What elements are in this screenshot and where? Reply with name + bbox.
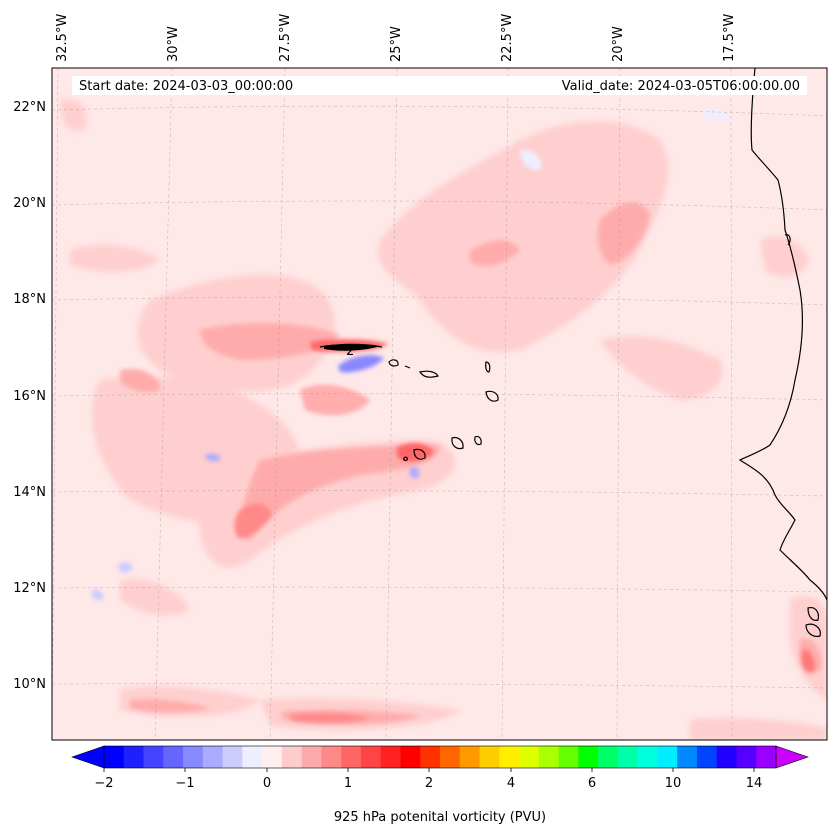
contour-label: 2 <box>346 344 354 359</box>
colorbar-segment <box>202 746 223 768</box>
colorbar-segment <box>440 746 461 768</box>
colorbar-tick-label: 4 <box>507 776 515 791</box>
colorbar-tick-label: 1 <box>344 776 352 791</box>
colorbar-segment <box>380 746 401 768</box>
colorbar-segment <box>499 746 520 768</box>
start-date-label: Start date: 2024-03-03_00:00:00 <box>79 79 293 94</box>
pv-contour-fill: 2 <box>52 68 827 740</box>
colorbar-tick-label: −1 <box>175 776 194 791</box>
colorbar-segment <box>657 746 678 768</box>
colorbar-segment <box>281 746 303 768</box>
colorbar-segment <box>696 746 718 768</box>
colorbar-tick-label: 0 <box>263 776 271 791</box>
colorbar-over-arrow <box>775 745 809 769</box>
colorbar-segments <box>104 746 777 768</box>
colorbar-segment <box>538 746 559 768</box>
colorbar-segment <box>677 746 698 768</box>
lon-label-30w: 30°W <box>166 26 181 62</box>
colorbar-segment <box>459 746 480 768</box>
map-panel: 2 Start date: 2024-03-03_00:00:00 Valid_… <box>13 14 828 741</box>
colorbar-segment <box>756 746 777 768</box>
colorbar-segment <box>558 746 579 768</box>
colorbar-segment <box>262 746 283 768</box>
colorbar-segment <box>321 746 342 768</box>
colorbar-segment <box>104 746 125 768</box>
colorbar-segment <box>400 746 421 768</box>
colorbar-tick-label: 6 <box>588 776 596 791</box>
colorbar-tick-label: 14 <box>746 776 763 791</box>
colorbar-segment <box>143 746 164 768</box>
colorbar-frame <box>103 745 777 769</box>
colorbar-tick-label: −2 <box>94 776 113 791</box>
longitude-labels: 32.5°W 30°W 27.5°W 25°W 22.5°W 20°W 17.5… <box>55 14 737 62</box>
lat-label-12n: 12°N <box>13 581 46 596</box>
colorbar-segment <box>123 746 144 768</box>
colorbar-ticks: −2 −1 0 1 2 4 6 10 14 <box>94 768 762 791</box>
lon-label-27-5w: 27.5°W <box>278 14 293 62</box>
valid-date-label: Valid_date: 2024-03-05T06:00:00.00 <box>562 79 800 94</box>
colorbar-tick-label: 10 <box>665 776 682 791</box>
colorbar-segment <box>479 746 500 768</box>
colorbar-segment <box>183 746 204 768</box>
colorbar-segment <box>637 746 658 768</box>
lon-label-22-5w: 22.5°W <box>500 14 515 62</box>
colorbar-segment <box>163 746 184 768</box>
colorbar-segment <box>341 746 362 768</box>
colorbar-label: 925 hPa potenital vorticity (PVU) <box>334 810 546 825</box>
colorbar-tick-label: 2 <box>425 776 433 791</box>
colorbar-segment <box>360 746 382 768</box>
lat-label-22n: 22°N <box>13 100 46 115</box>
colorbar-segment <box>420 746 441 768</box>
latitude-labels: 22°N 20°N 18°N 16°N 14°N 12°N 10°N <box>13 100 46 692</box>
lon-label-20w: 20°W <box>611 26 626 62</box>
lat-label-14n: 14°N <box>13 485 46 500</box>
colorbar-segment <box>578 746 599 768</box>
colorbar-segment <box>716 746 737 768</box>
colorbar-segment <box>242 746 263 768</box>
colorbar-segment <box>519 746 540 768</box>
colorbar-segment <box>736 746 757 768</box>
colorbar: −2 −1 0 1 2 4 6 10 14 925 hPa potenital vorticit… <box>71 745 809 825</box>
colorbar-segment <box>598 746 619 768</box>
lat-label-18n: 18°N <box>13 292 46 307</box>
map-frame <box>51 67 828 741</box>
colorbar-under-arrow <box>71 745 105 769</box>
lon-label-25w: 25°W <box>389 26 404 62</box>
lat-label-16n: 16°N <box>13 389 46 404</box>
coastline <box>319 68 827 637</box>
colorbar-segment <box>222 746 243 768</box>
lat-label-10n: 10°N <box>13 677 46 692</box>
colorbar-segment <box>617 746 639 768</box>
colorbar-segment <box>301 746 322 768</box>
lon-label-17-5w: 17.5°W <box>722 14 737 62</box>
lat-label-20n: 20°N <box>13 196 46 211</box>
info-box <box>72 76 807 95</box>
lon-label-32-5w: 32.5°W <box>55 14 70 62</box>
